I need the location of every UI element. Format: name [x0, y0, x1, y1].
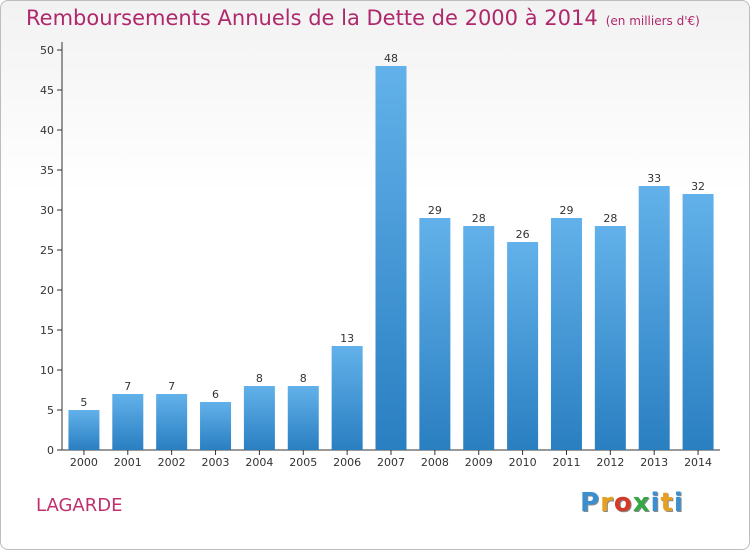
y-tick-label: 20 — [40, 284, 54, 297]
brand-letter: P — [580, 488, 601, 518]
data-label: 5 — [80, 396, 87, 409]
x-tick-label: 2001 — [114, 456, 142, 469]
bar — [507, 242, 539, 450]
x-tick-label: 2006 — [333, 456, 361, 469]
x-tick-label: 2009 — [465, 456, 493, 469]
x-tick-label: 2004 — [245, 456, 273, 469]
y-tick-label: 0 — [47, 444, 54, 457]
x-tick-label: 2010 — [509, 456, 537, 469]
y-tick-label: 25 — [40, 244, 54, 257]
x-tick-label: 2013 — [640, 456, 668, 469]
brand-letter: i — [650, 488, 661, 518]
bar — [200, 402, 232, 450]
x-tick-label: 2008 — [421, 456, 449, 469]
y-tick-label: 30 — [40, 204, 54, 217]
data-label: 7 — [124, 380, 131, 393]
x-tick-label: 2007 — [377, 456, 405, 469]
location-label: LAGARDE — [36, 495, 123, 516]
y-tick-label: 10 — [40, 364, 54, 377]
x-tick-label: 2003 — [202, 456, 230, 469]
x-tick-label: 2005 — [289, 456, 317, 469]
data-label: 28 — [472, 212, 486, 225]
data-label: 8 — [256, 372, 263, 385]
bar — [156, 394, 188, 450]
data-label: 32 — [691, 180, 705, 193]
data-label: 33 — [647, 172, 661, 185]
brand-letter: t — [660, 488, 674, 518]
bar — [68, 410, 100, 450]
bar — [594, 226, 626, 450]
bar — [550, 218, 582, 450]
bar — [243, 386, 275, 450]
data-label: 8 — [300, 372, 307, 385]
data-label: 7 — [168, 380, 175, 393]
chart-title-text: Remboursements Annuels de la Dette de 20… — [26, 6, 598, 30]
y-tick-label: 50 — [40, 44, 54, 57]
bar — [287, 386, 319, 450]
chart-title: Remboursements Annuels de la Dette de 20… — [26, 6, 700, 30]
bar — [419, 218, 451, 450]
brand-letter: r — [600, 488, 614, 518]
y-tick-label: 5 — [47, 404, 54, 417]
bar — [682, 194, 714, 450]
brand-letter: i — [673, 488, 684, 518]
brand-logo: Proxiti — [580, 488, 684, 518]
data-label: 6 — [212, 388, 219, 401]
chart-subtitle: (en milliers d'€) — [605, 14, 700, 28]
bar — [463, 226, 495, 450]
data-label: 28 — [603, 212, 617, 225]
x-tick-label: 2002 — [158, 456, 186, 469]
bar — [331, 346, 363, 450]
brand-letter: x — [632, 488, 651, 518]
data-label: 26 — [516, 228, 530, 241]
bar — [112, 394, 144, 450]
data-label: 29 — [428, 204, 442, 217]
x-tick-label: 2012 — [596, 456, 624, 469]
bar — [638, 186, 670, 450]
x-tick-label: 2014 — [684, 456, 712, 469]
data-label: 13 — [340, 332, 354, 345]
x-tick-label: 2000 — [70, 456, 98, 469]
data-label: 48 — [384, 52, 398, 65]
brand-letter: o — [613, 488, 633, 518]
x-tick-label: 2011 — [552, 456, 580, 469]
y-tick-label: 40 — [40, 124, 54, 137]
y-tick-label: 35 — [40, 164, 54, 177]
y-tick-label: 15 — [40, 324, 54, 337]
y-tick-label: 45 — [40, 84, 54, 97]
bar — [375, 66, 407, 450]
data-label: 29 — [559, 204, 573, 217]
